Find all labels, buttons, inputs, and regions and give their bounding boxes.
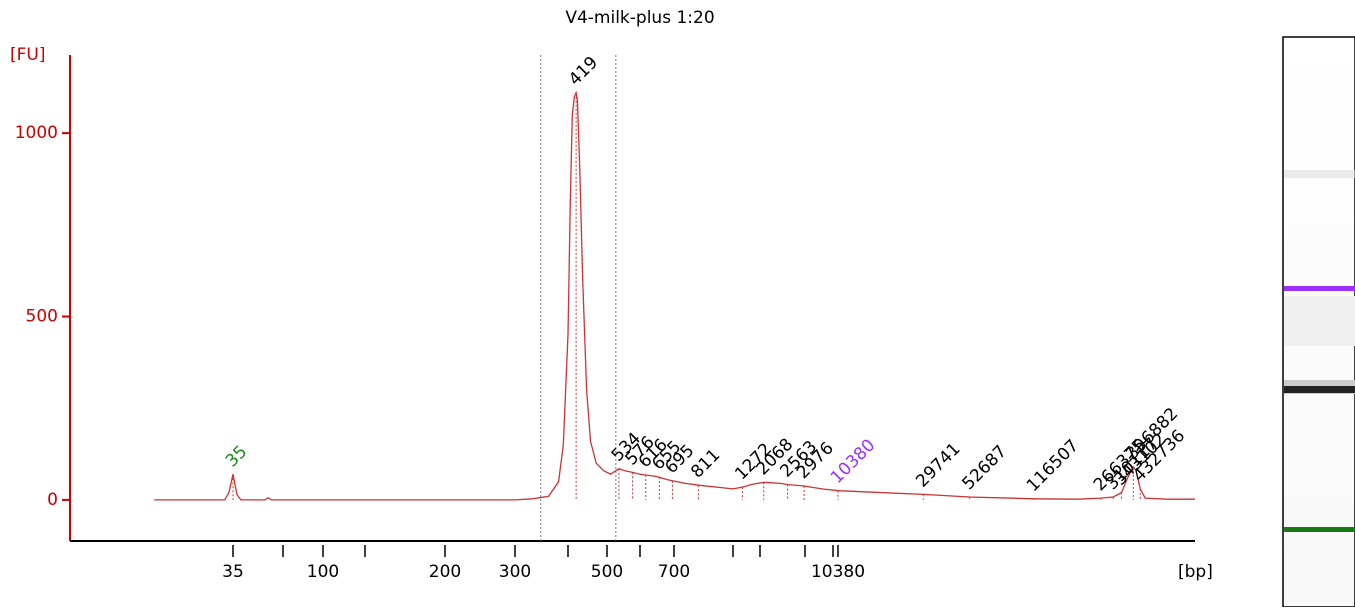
x-tick-label: 35 <box>222 562 244 582</box>
x-tick-label: 300 <box>499 562 531 582</box>
x-tick-label: 100 <box>307 562 339 582</box>
y-axis-label: [FU] <box>10 45 46 65</box>
peak-label: 116507 <box>1023 436 1083 496</box>
y-tick-label: 0 <box>47 490 58 510</box>
x-tick-label: 200 <box>429 562 461 582</box>
peak-label: 35 <box>222 442 251 471</box>
y-tick-label: 500 <box>26 307 58 327</box>
y-tick-label: 1000 <box>15 123 58 143</box>
x-tick-label: 500 <box>591 562 623 582</box>
peak-label: 10380 <box>827 435 879 487</box>
x-tick-label: 10380 <box>811 562 865 582</box>
gel-lane <box>1282 36 1355 608</box>
x-tick-label: 700 <box>658 562 690 582</box>
trace-line <box>154 90 1195 501</box>
x-axis-label: [bp] <box>1178 562 1213 582</box>
chart-title: V4-milk-plus 1:20 <box>565 8 714 28</box>
peak-label: 52687 <box>959 442 1011 494</box>
peak-label: 419 <box>565 53 602 90</box>
peak-label: 29741 <box>912 439 964 491</box>
